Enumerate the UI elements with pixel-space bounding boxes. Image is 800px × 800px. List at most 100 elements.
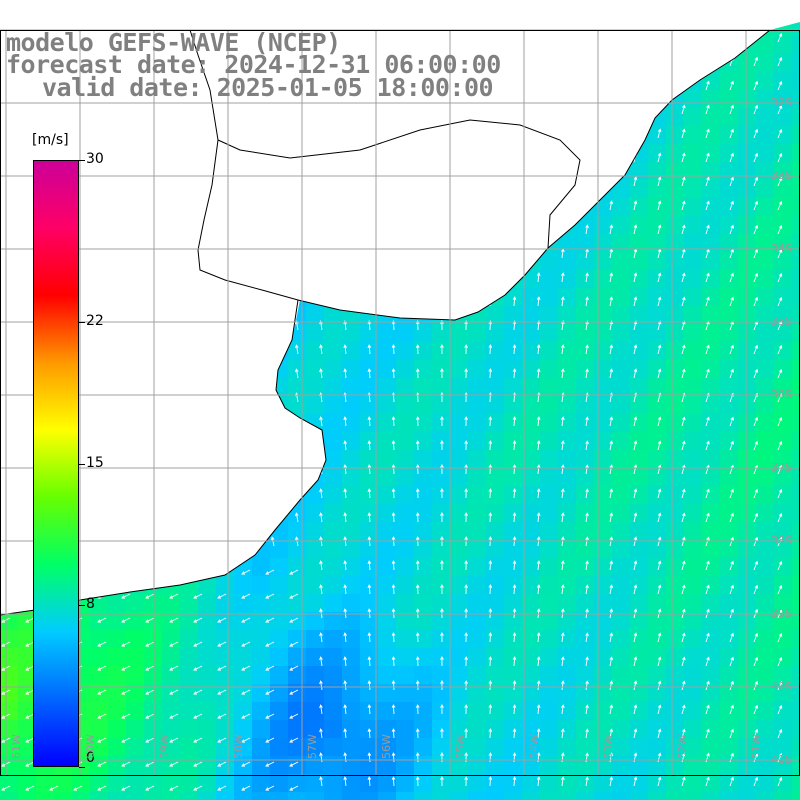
wind-arrow xyxy=(633,560,638,571)
wind-arrow xyxy=(319,656,323,667)
wind-cell xyxy=(90,630,109,649)
wind-arrow xyxy=(241,737,251,743)
wind-arrow xyxy=(777,488,783,499)
wind-cell xyxy=(720,504,739,523)
wind-arrow xyxy=(512,512,517,523)
wind-cell xyxy=(324,720,343,739)
wind-arrow xyxy=(415,680,420,691)
wind-cell xyxy=(756,54,775,73)
wind-cell xyxy=(630,558,649,577)
wind-cell xyxy=(630,468,649,487)
wind-cell xyxy=(792,576,800,595)
wind-cell xyxy=(630,324,649,343)
wind-cell xyxy=(648,576,667,595)
wind-arrow xyxy=(512,752,517,763)
wind-cell xyxy=(360,324,379,343)
wind-cell xyxy=(576,396,595,415)
wind-arrow xyxy=(367,656,372,667)
wind-cell xyxy=(756,36,775,55)
wind-cell xyxy=(630,648,649,667)
latitude-label: 41S xyxy=(771,753,792,766)
wind-arrow xyxy=(169,689,179,695)
wind-cell xyxy=(648,558,667,577)
wind-cell xyxy=(756,774,775,793)
wind-cell xyxy=(252,630,271,649)
wind-cell xyxy=(684,90,703,109)
wind-arrow xyxy=(415,584,420,595)
wind-arrow xyxy=(391,536,396,547)
wind-cell xyxy=(198,738,217,757)
wind-arrow xyxy=(488,464,493,475)
wind-cell xyxy=(756,648,775,667)
wind-arrow xyxy=(729,584,734,595)
wind-cell xyxy=(450,450,469,469)
wind-cell xyxy=(342,630,361,649)
wind-cell xyxy=(576,414,595,433)
wind-cell xyxy=(450,720,469,739)
wind-arrow xyxy=(585,728,589,739)
coastline xyxy=(217,119,581,249)
wind-cell xyxy=(612,666,631,685)
wind-cell xyxy=(666,468,685,487)
wind-arrow xyxy=(609,728,614,739)
wind-arrow xyxy=(777,104,783,115)
wind-arrow xyxy=(536,704,541,715)
wind-arrow xyxy=(753,224,759,235)
wind-arrow xyxy=(241,593,251,599)
wind-cell xyxy=(684,396,703,415)
wind-cell xyxy=(540,450,559,469)
wind-cell xyxy=(558,306,577,325)
wind-cell xyxy=(774,180,793,199)
wind-arrow xyxy=(265,617,275,623)
wind-cell xyxy=(324,504,343,523)
wind-cell xyxy=(180,648,199,667)
wind-arrow xyxy=(391,680,396,691)
wind-cell xyxy=(792,630,800,649)
wind-cell xyxy=(414,540,433,559)
wind-cell xyxy=(720,378,739,397)
wind-arrow xyxy=(415,512,420,523)
wind-cell xyxy=(684,126,703,145)
wind-cell xyxy=(108,738,127,757)
wind-cell xyxy=(324,702,343,721)
wind-arrow xyxy=(391,488,396,499)
wind-cell xyxy=(792,540,800,559)
wind-cell xyxy=(198,612,217,631)
wind-arrow xyxy=(585,584,589,595)
wind-arrow xyxy=(633,536,638,547)
wind-arrow xyxy=(777,560,783,571)
wind-cell xyxy=(378,486,397,505)
wind-cell xyxy=(558,792,577,800)
wind-cell xyxy=(666,306,685,325)
wind-cell xyxy=(126,666,145,685)
wind-arrow xyxy=(753,704,759,715)
wind-cell xyxy=(504,648,523,667)
wind-arrow xyxy=(705,776,710,787)
colorbar-tick-mark xyxy=(79,160,85,161)
wind-arrow xyxy=(657,512,662,523)
wind-arrow xyxy=(777,296,783,307)
wind-cell xyxy=(702,270,721,289)
wind-cell xyxy=(720,594,739,613)
wind-arrow xyxy=(97,737,107,743)
wind-cell xyxy=(594,216,613,235)
wind-arrow xyxy=(585,512,589,523)
wind-cell xyxy=(306,540,325,559)
wind-cell xyxy=(234,630,253,649)
wind-cell xyxy=(90,594,109,613)
wind-arrow xyxy=(561,488,565,499)
wind-arrow xyxy=(319,680,323,691)
wind-cell xyxy=(756,738,775,757)
wind-arrow xyxy=(536,272,541,283)
wind-cell xyxy=(324,630,343,649)
wind-arrow xyxy=(729,512,734,523)
wind-cell xyxy=(522,792,541,800)
wind-arrow xyxy=(585,680,589,691)
wind-arrow xyxy=(343,680,347,691)
wind-cell xyxy=(216,648,235,667)
wind-cell xyxy=(648,594,667,613)
wind-cell xyxy=(702,108,721,127)
wind-cell xyxy=(486,738,505,757)
wind-cell xyxy=(126,720,145,739)
wind-arrow xyxy=(97,785,107,791)
